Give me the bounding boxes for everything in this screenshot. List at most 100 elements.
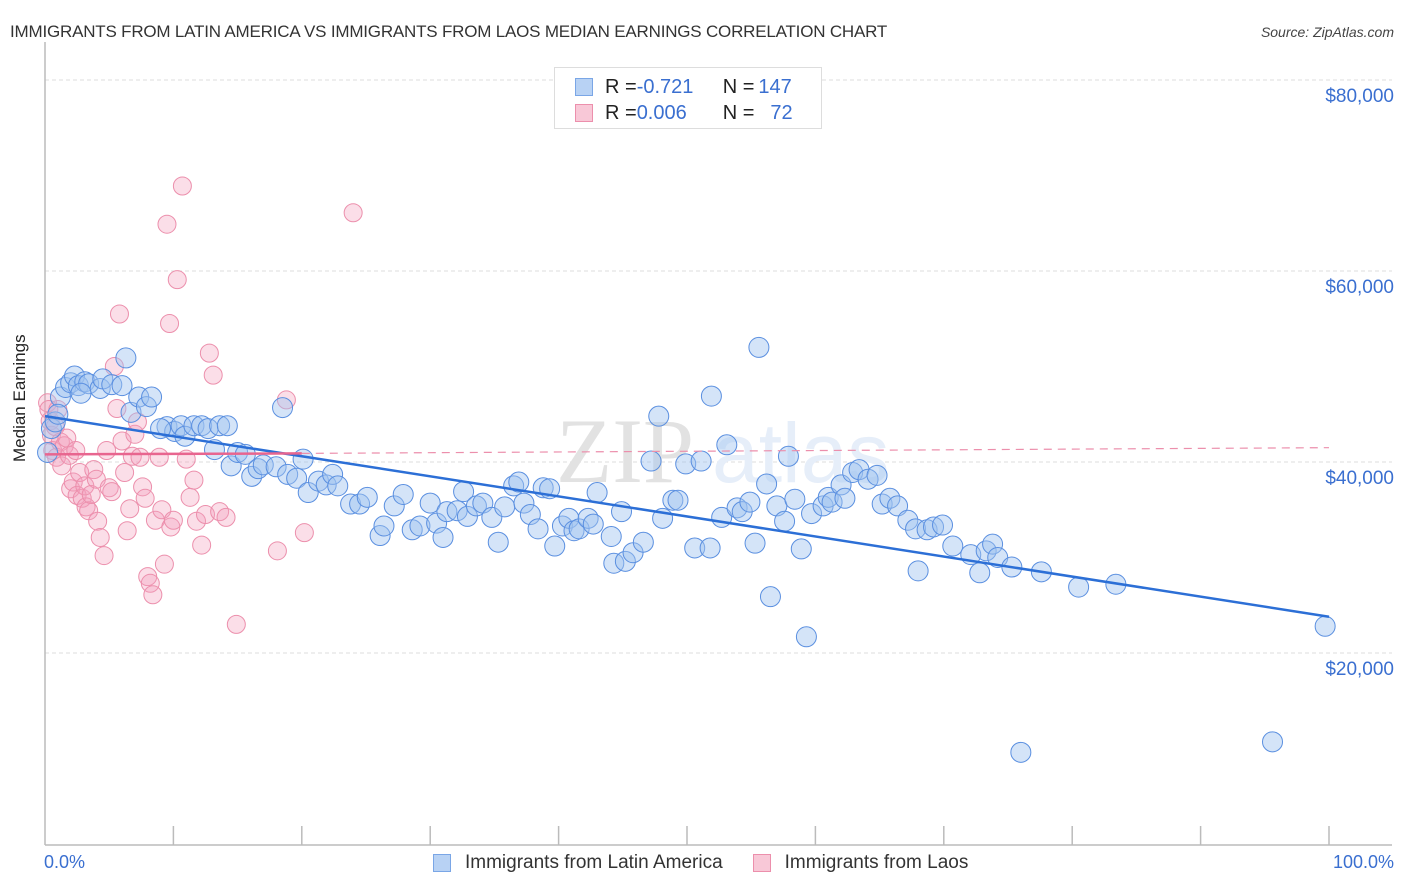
latin-america-point [315,474,337,496]
r-label: R = [605,75,637,98]
latin-america-point [286,467,308,489]
latin-america-swatch [575,78,593,96]
latin-america-point [744,532,766,554]
latin-america-point [632,531,654,553]
latin-america-point [648,405,670,427]
laos-point [81,484,101,504]
laos-swatch [575,104,593,122]
latin-america-point [975,540,997,562]
laos-point [90,527,110,547]
latin-america-point [1314,615,1336,637]
latin-america-point [183,415,205,437]
latin-america-point [801,503,823,525]
laos-point [104,357,124,376]
series-laos-points [38,176,363,634]
latin-america-point [690,450,712,472]
latin-america-point [568,518,590,540]
y-axis-label: Median Earnings [10,334,29,462]
latin-america-point [879,487,901,509]
laos-point [135,488,155,508]
latin-america-point [340,493,362,515]
latin-america-point [220,455,242,477]
latin-america-point [432,526,454,548]
latin-america-point [70,382,92,404]
laos-point [184,470,204,490]
legend-item-laos[interactable]: Immigrants from Laos [752,852,969,874]
latin-america-point [739,491,761,513]
trend-lines [44,414,1330,618]
latin-america-point [777,445,799,467]
laos-swatch [752,854,771,872]
laos-point [216,507,236,527]
laos-point [52,456,72,476]
stats-legend: R = -0.721 N = 147 R = 0.006 N = 72 [554,67,822,129]
latin-america-point [699,537,721,559]
latin-america-point [356,486,378,508]
latin-america-point [487,531,509,553]
legend-item-latin-america[interactable]: Immigrants from Latin America [433,852,723,874]
latin-america-point [74,371,96,393]
y-tick-label: $40,000 [1325,468,1394,489]
latin-america-point [700,385,722,407]
legend-label: Immigrants from Laos [784,852,969,873]
laos-point [167,270,187,290]
latin-america-point [821,491,843,513]
series-latin-america-points [37,336,1336,763]
latin-america-point [866,464,888,486]
latin-america-point [748,336,770,358]
laos-point [199,343,219,363]
laos-point [343,203,363,223]
latin-america-point [756,473,778,495]
laos-point [276,390,296,410]
latin-america-point [907,560,929,582]
laos-point [143,585,163,605]
latin-america-point [600,525,622,547]
latin-america-swatch [433,854,451,872]
laos-point [267,541,287,561]
latin-america-point [292,448,314,470]
latin-america-point [784,488,806,510]
laos-point [94,546,114,566]
latin-america-point [586,482,608,504]
laos-point [163,510,183,530]
laos-point [120,499,140,519]
latin-america-point [614,550,636,572]
n-label: N = [722,75,755,98]
latin-america-point [759,586,781,608]
latin-america-point [40,418,62,440]
n-label: N = [722,101,755,124]
latin-america-point [265,456,287,478]
laos-point [226,614,246,634]
x-tick-label-max: 100.0% [1332,852,1394,872]
laos-point [102,482,122,502]
latin-america-point [37,441,59,463]
latin-america-point [373,515,395,537]
laos-point [160,314,180,334]
latin-america-point [47,403,69,425]
latin-america-point [272,397,294,419]
latin-america-point [834,487,856,509]
latin-america-point [1262,731,1284,753]
latin-america-point [209,415,231,437]
latin-america-point [887,495,909,517]
laos-point [88,511,108,531]
r-value: 0.006 [636,101,687,124]
latin-america-point [322,463,344,485]
latin-america-point [409,515,431,537]
latin-america-point [684,537,706,559]
latin-america-point [508,471,530,493]
latin-america-point [513,492,535,514]
laos-point [203,365,223,385]
laos-point [122,446,142,466]
latin-america-point [111,375,133,397]
latin-america-point [774,510,796,532]
y-tick-label: $20,000 [1325,659,1394,680]
laos-point [140,573,160,593]
latin-america-point [49,386,71,408]
latin-america-point [923,516,945,538]
r-label: R = [605,101,637,124]
laos-point [294,523,314,543]
latin-america-point [640,450,662,472]
latin-america-point [790,538,812,560]
latin-america-point [1010,741,1032,763]
